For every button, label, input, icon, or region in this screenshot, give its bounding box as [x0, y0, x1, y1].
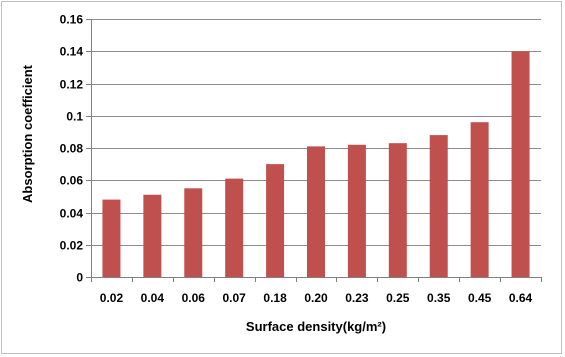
bar [470, 122, 489, 277]
x-tick-label: 0.25 [386, 291, 410, 305]
axes [91, 19, 542, 282]
y-tick-label: 0 [76, 271, 83, 285]
y-tick-label: 0.08 [60, 142, 84, 156]
bar [143, 194, 162, 277]
x-tick-label: 0.35 [427, 291, 451, 305]
bar [102, 199, 121, 277]
y-axis-title: Absorption coefficient [20, 64, 35, 203]
y-tick-label: 0.06 [60, 174, 84, 188]
bar [184, 188, 203, 277]
bar [266, 164, 285, 277]
x-tick-label: 0.64 [509, 291, 533, 305]
x-tick-label: 0.02 [100, 291, 124, 305]
x-axis-title: Surface density(kg/m²) [246, 319, 386, 334]
x-tick-label: 0.23 [345, 291, 369, 305]
bar [347, 144, 366, 277]
y-tick-label: 0.16 [60, 13, 84, 27]
y-tick-label: 0.12 [60, 78, 84, 92]
bar [388, 143, 407, 277]
bars [102, 51, 530, 277]
x-tick-label: 0.18 [263, 291, 287, 305]
x-tick-labels: 0.02 0.04 0.06 0.07 0.18 0.20 0.23 0.25 0.35 0.45… [100, 291, 533, 305]
bar [225, 178, 244, 277]
x-tick-label: 0.04 [141, 291, 165, 305]
y-tick-label: 0.02 [60, 239, 84, 253]
x-tick-label: 0.45 [468, 291, 492, 305]
bar [307, 146, 325, 277]
y-tick-labels: 0 0.02 0.04 0.06 0.08 0.1 0.12 0.14 0.16 [60, 13, 84, 285]
y-tick-label: 0.1 [66, 110, 83, 124]
bar [429, 135, 448, 277]
y-tick-label: 0.04 [60, 207, 84, 221]
x-tick-label: 0.20 [304, 291, 328, 305]
x-tick-label: 0.07 [223, 291, 247, 305]
bar [511, 51, 530, 277]
x-tick-label: 0.06 [182, 291, 206, 305]
y-tick-label: 0.14 [60, 45, 84, 59]
